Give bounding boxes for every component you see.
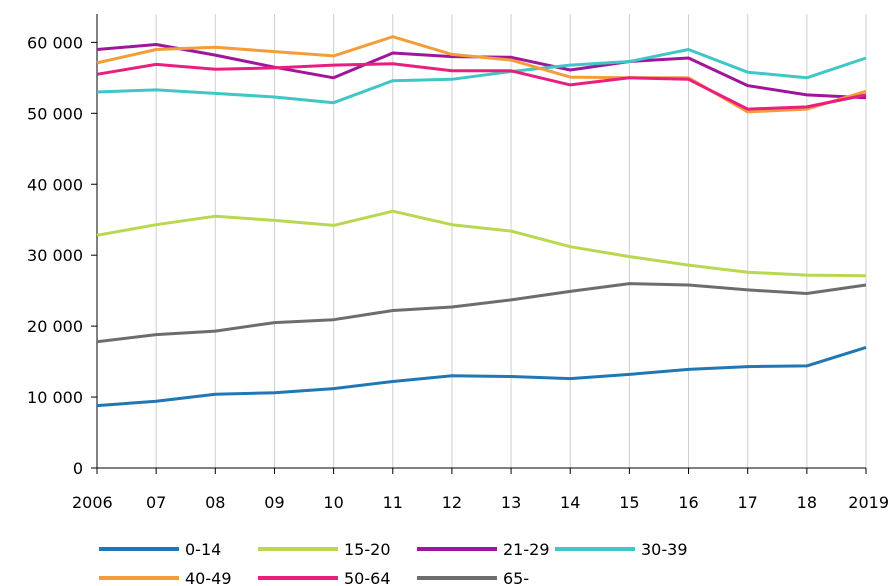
- axes: 0 10 000 20 000 30 000 40 000 50 000 60 000 200…: [27, 14, 889, 512]
- series-lines: [96, 35, 867, 408]
- x-tick-label: 11: [383, 493, 403, 512]
- y-tick-label: 60 000: [27, 33, 83, 52]
- grid: [155, 14, 867, 468]
- legend-label: 0-14: [185, 540, 221, 559]
- x-tick-label: 16: [678, 493, 698, 512]
- series-line-50-64: [96, 62, 867, 111]
- legend-item: 40-49: [99, 569, 232, 586]
- x-tick-label: 14: [560, 493, 580, 512]
- x-tick-label: 15: [619, 493, 639, 512]
- legend-item: 65-: [417, 569, 529, 586]
- legend-item: 30-39: [555, 540, 688, 559]
- x-tick-label: 18: [797, 493, 817, 512]
- series-line-0-14: [96, 345, 867, 408]
- y-tick-label: 10 000: [27, 388, 83, 407]
- x-tick-label: 2006: [72, 493, 113, 512]
- legend-item: 15-20: [258, 540, 391, 559]
- x-tick-label: 10: [323, 493, 343, 512]
- series-line-65-: [96, 282, 867, 344]
- y-tick-label: 20 000: [27, 317, 83, 336]
- y-tick-label: 50 000: [27, 104, 83, 123]
- y-tick-label: 30 000: [27, 246, 83, 265]
- x-tick-label: 17: [738, 493, 758, 512]
- x-tick-label: 07: [146, 493, 166, 512]
- legend-item: 21-29: [417, 540, 550, 559]
- legend-label: 40-49: [185, 569, 232, 586]
- y-tick-label: 0: [73, 459, 83, 478]
- legend-label: 15-20: [344, 540, 391, 559]
- x-tick-label: 09: [264, 493, 284, 512]
- x-tick-label: 13: [501, 493, 521, 512]
- y-tick-label: 40 000: [27, 175, 83, 194]
- x-tick-label: 2019: [848, 493, 889, 512]
- legend-label: 30-39: [641, 540, 688, 559]
- series-line-30-39: [96, 48, 867, 105]
- legend-label: 65-: [503, 569, 529, 586]
- series-line-40-49: [96, 35, 867, 114]
- legend: 0-14 15-20 21-29 30-39 40-49 50-64 65-: [99, 540, 688, 586]
- legend-item: 0-14: [99, 540, 221, 559]
- x-tick-label: 12: [442, 493, 462, 512]
- legend-item: 50-64: [258, 569, 391, 586]
- series-line-15-20: [96, 209, 867, 278]
- legend-label: 21-29: [503, 540, 550, 559]
- x-tick-label: 08: [205, 493, 225, 512]
- legend-label: 50-64: [344, 569, 391, 586]
